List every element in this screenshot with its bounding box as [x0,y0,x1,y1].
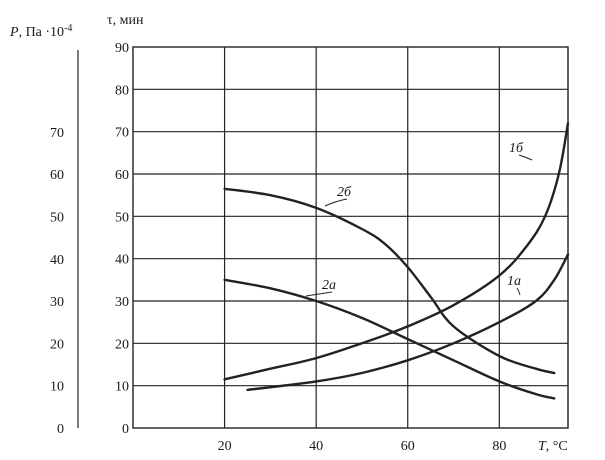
curve-label-1а: 1а [507,274,521,289]
curve-labels: 1а 1б 2а 2б [305,141,533,297]
tau-y-tick-label: 80 [115,83,129,98]
tau-y-tick-label: 30 [115,295,129,310]
left-y-tick-label: 0 [57,422,64,437]
left-y-tick-label: 10 [50,380,64,395]
plot-frame [132,46,569,429]
tau-y-tick-label: 10 [115,380,129,395]
curve-label-2а: 2а [322,278,336,293]
tau-y-tick-label: 20 [115,337,129,352]
left-y-axis-title: P, Па ·10-4 [9,23,72,40]
tau-y-tick-label: 70 [115,126,129,141]
curves [223,122,570,400]
tau-y-tick-label: 40 [115,253,129,268]
tau-y-tick-label: 90 [115,41,129,56]
curve-2б [223,187,556,375]
left-y-tick-label: 40 [50,253,64,268]
x-tick-label: 60 [401,439,415,454]
leader-1а [516,287,521,296]
left-y-tick-label: 70 [50,126,64,141]
curve-1б [223,122,570,381]
leader-1б [518,154,533,161]
x-tick-label: 40 [309,439,323,454]
curve-label-2б: 2б [337,185,352,200]
leader-2б [324,198,348,207]
curve-2а [223,278,556,400]
tau-y-axis-title: τ, мин [107,13,144,28]
x-tick-label: 20 [218,439,232,454]
x-tick-label: 80 [492,439,506,454]
left-y-tick-label: 20 [50,337,64,352]
left-y-tick-labels: 0 10 20 30 40 50 60 70 [50,126,64,437]
tau-y-tick-label: 50 [115,210,129,225]
left-y-tick-label: 30 [50,295,64,310]
grid [133,47,568,428]
x-tick-labels: 20 40 60 80 [218,439,507,454]
left-y-tick-label: 60 [50,168,64,183]
x-axis-title: T, °C [538,439,568,454]
curve-label-1б: 1б [509,141,524,156]
left-y-tick-label: 50 [50,211,64,226]
leader-2а [305,291,333,297]
tau-y-tick-label: 60 [115,168,129,183]
tau-y-tick-label: 0 [122,422,129,437]
tau-y-tick-labels: 0 10 20 30 40 50 60 70 80 90 [115,41,129,437]
curve-1а [246,253,570,392]
